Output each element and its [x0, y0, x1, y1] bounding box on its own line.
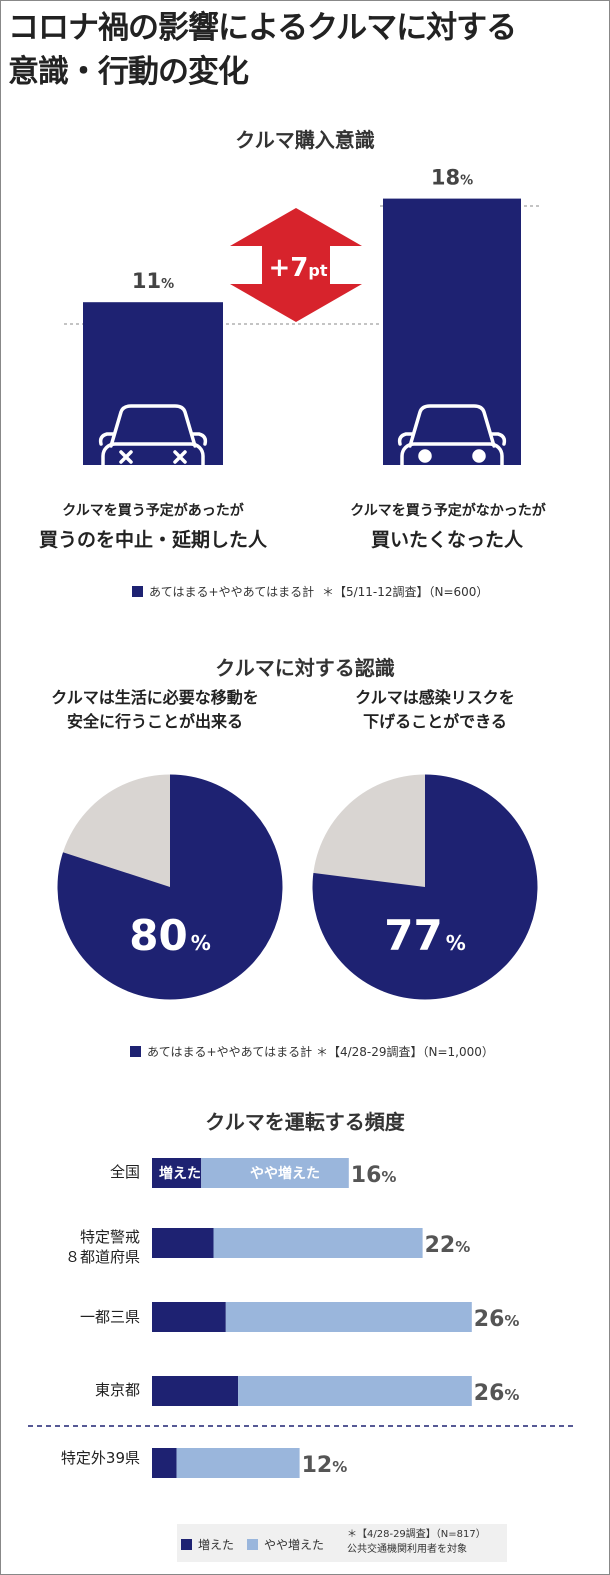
bar-segment-increased — [152, 1448, 177, 1478]
pie-legend-navy-swatch — [130, 1046, 141, 1057]
purchase-legend: あてはまる+ややあてはまる計 ＊【5/11-12調査】（N=600） — [132, 583, 488, 600]
driving-note: ＊【4/28-29調査】（N=817） 公共交通機関利用者を対象 — [347, 1527, 486, 1557]
row-label-national: 全国 — [109, 1163, 140, 1181]
page-title: コロナ禍の影響によるクルマに対する 意識・行動の変化 — [8, 6, 517, 94]
driving-bars: 16% 22% 26% 26% 12% — [152, 1158, 519, 1478]
pie1-value-label: 80% — [129, 911, 211, 960]
bar-segment-increased — [152, 1228, 214, 1258]
legend-label-increased: 増えた — [198, 1538, 235, 1552]
pie-legend-text: あてはまる+ややあてはまる計 — [147, 1045, 313, 1059]
driving-note-line2: 公共交通機関利用者を対象 — [347, 1544, 467, 1555]
legend-swatch-increased — [181, 1539, 192, 1550]
bar-total-label: 16% — [351, 1163, 397, 1188]
difference-label: +7pt — [269, 253, 328, 283]
legend-text: あてはまる+ややあてはまる計 — [149, 585, 315, 599]
bar-total-label: 12% — [302, 1453, 348, 1478]
bar-segment-increased — [152, 1376, 239, 1406]
bar-segment-slightly-increased — [213, 1228, 423, 1258]
bar-segment-increased — [152, 1158, 202, 1188]
pie-legend-note: ＊【4/28-29調査】（N=1,000） — [315, 1045, 494, 1059]
bar-total-label: 26% — [474, 1307, 520, 1332]
pie-outline — [56, 773, 284, 1001]
row-label-alert-line1: 特定警戒 — [79, 1228, 140, 1246]
pie1-caption-line1: クルマは生活に必要な移動を — [51, 688, 259, 707]
pie1-caption: クルマは生活に必要な移動を 安全に行うことが出来る — [20, 686, 290, 734]
pie-outline — [311, 773, 539, 1001]
difference-arrow: +7pt — [230, 208, 362, 322]
bar-segment-increased — [152, 1302, 226, 1332]
row-label-tokyo: 東京都 — [94, 1381, 140, 1399]
purchase-bar-chart: 11% 18% +7pt — [64, 166, 540, 490]
bar-total-label: 26% — [474, 1381, 520, 1406]
pie2-caption-line1: クルマは感染リスクを — [355, 688, 515, 707]
row-label-alert-line2: ８都道府県 — [64, 1248, 140, 1266]
sad-car-icon — [98, 404, 208, 490]
pie-charts: 80% 77% — [56, 773, 539, 1001]
row-label-alert-prefectures: 特定警戒 ８都道府県 — [20, 1227, 140, 1267]
bar2-caption-line2: 買いたくなった人 — [370, 529, 523, 551]
title-line-2: 意識・行動の変化 — [8, 54, 249, 90]
bar-segment-slightly-increased — [238, 1376, 472, 1406]
bar-want-to-buy — [383, 198, 521, 465]
pie-infection-risk — [311, 773, 539, 1001]
driving-stacked-bar-chart: 16% 22% 26% 26% 12% 増えた やや増えた — [28, 1158, 575, 1478]
pie-safe-movement — [56, 773, 284, 1001]
legend-swatch-slightly-increased — [247, 1539, 258, 1550]
pie2-value-label: 77% — [384, 911, 466, 960]
title-line-1: コロナ禍の影響によるクルマに対する — [8, 10, 517, 46]
bar-stopped-value-label: 11% — [132, 269, 174, 293]
bar-segment-slightly-increased — [225, 1302, 472, 1332]
bar1-caption-line2: 買うのを中止・延期した人 — [38, 529, 267, 551]
legend-navy-swatch — [132, 586, 143, 597]
bar1-caption-line1: クルマを買う予定があったが — [62, 503, 244, 519]
bar-segment-slightly-increased — [176, 1448, 300, 1478]
pie-slice-agree — [312, 774, 539, 1000]
bar-segment-slightly-increased — [201, 1158, 349, 1188]
bar-stopped-buying — [83, 302, 223, 465]
driving-chart-title: クルマを運転する頻度 — [205, 1110, 405, 1134]
inbar-label-slightly-increased: やや増えた — [250, 1165, 320, 1182]
bar-total-label: 22% — [425, 1233, 471, 1258]
pie-slice-agree — [56, 774, 283, 1000]
pie1-caption-line2: 安全に行うことが出来る — [66, 712, 243, 731]
row-label-other-39: 特定外39県 — [60, 1449, 140, 1467]
driving-legend: 増えた やや増えた ＊【4/28-29調査】（N=817） 公共交通機関利用者を… — [177, 1524, 507, 1562]
purchase-chart-title: クルマ購入意識 — [235, 128, 375, 152]
legend-item-increased: 増えた — [181, 1536, 234, 1553]
legend-note: ＊【5/11-12調査】（N=600） — [321, 585, 489, 599]
driving-note-line1: ＊【4/28-29調査】（N=817） — [347, 1529, 486, 1540]
row-label-capital-area: 一都三県 — [79, 1308, 140, 1326]
happy-car-icon — [397, 404, 507, 490]
pie2-caption-line2: 下げることができる — [363, 712, 507, 731]
pie-legend: あてはまる+ややあてはまる計 ＊【4/28-29調査】（N=1,000） — [130, 1043, 494, 1060]
inbar-label-increased: 増えた — [159, 1165, 201, 1182]
pie2-caption: クルマは感染リスクを 下げることができる — [300, 686, 570, 734]
legend-item-slightly-increased: やや増えた — [247, 1536, 324, 1553]
legend-label-slightly-increased: やや増えた — [264, 1538, 325, 1552]
recognition-chart-title: クルマに対する認識 — [215, 656, 395, 680]
bar2-caption-line1: クルマを買う予定がなかったが — [350, 503, 546, 519]
bar-want-value-label: 18% — [431, 166, 473, 190]
